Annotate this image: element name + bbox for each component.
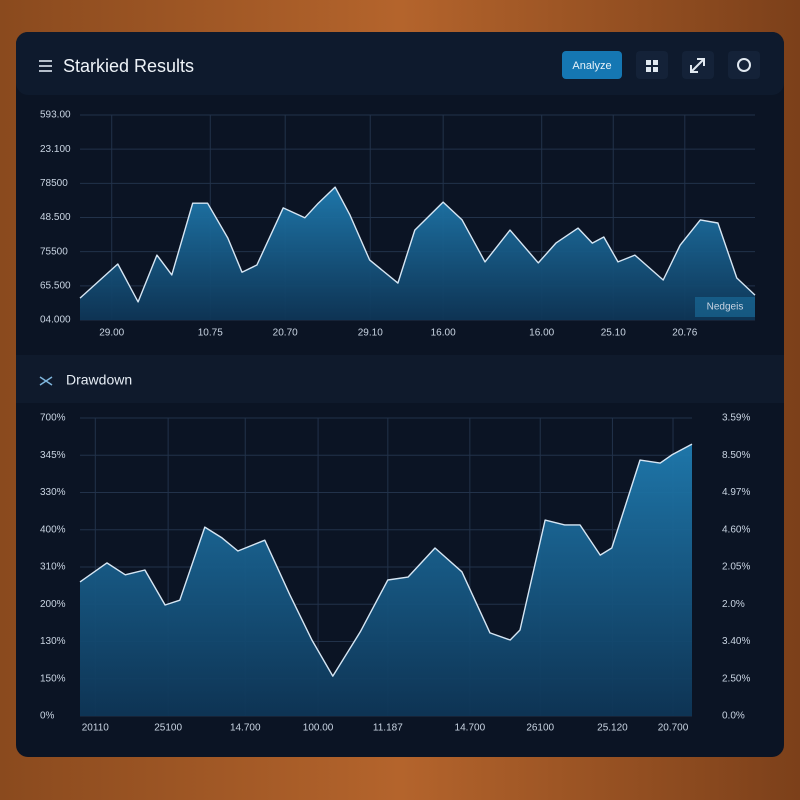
y-tick-label: 75500 [40,246,68,257]
legend-label: Nedgeis [707,302,744,313]
area-line [79,186,756,303]
x-tick-label: 25.10 [601,328,626,339]
y2-tick-label: 2.50% [722,673,750,684]
area-line [79,443,693,677]
y-tick-label: 130% [40,636,66,647]
camera-icon [737,58,751,72]
camera-button[interactable] [728,51,760,79]
x-tick-label: 25.120 [597,723,628,734]
analyze-button-label[interactable]: Analyze [572,60,611,72]
x-tick-label: 14.700 [455,723,486,734]
analyze-button[interactable] [562,51,622,79]
legend-swatch [695,297,755,317]
y2-tick-label: 4.60% [722,524,750,535]
drawdown-icon [39,376,53,386]
y-tick-label: 200% [40,599,66,610]
x-tick-label: 11.187 [373,723,403,734]
y2-tick-label: 4.97% [722,487,750,498]
header-title: Starkied Results [63,56,194,76]
x-tick-label: 20.76 [672,328,697,339]
y-tick-label: 23.100 [40,144,71,155]
y-tick-label: 0% [40,711,55,722]
area-fill [80,444,692,716]
y-tick-label: 400% [40,524,66,535]
y-tick-label: 65.500 [40,280,71,291]
y-tick-label: 345% [40,450,66,461]
grid-button[interactable] [636,51,668,79]
x-tick-label: 26100 [526,723,554,734]
y-tick-label: 310% [40,562,66,573]
y-tick-label: 150% [40,673,66,684]
y-tick-label: 593.00 [40,110,71,121]
y2-tick-label: 0.0% [722,711,745,722]
menu-icon[interactable] [39,60,52,72]
x-tick-label: 16.00 [431,328,456,339]
x-tick-label: 25100 [154,723,182,734]
area-fill [80,187,755,320]
y-tick-label: 330% [40,487,66,498]
grid-icon [646,60,658,72]
y-tick-label: 78500 [40,178,68,189]
x-tick-label: 20110 [82,723,110,734]
section-title: Drawdown [66,372,132,388]
x-tick-label: 29.00 [99,328,124,339]
expand-icon [690,58,705,73]
y2-tick-label: 2.0% [722,599,745,610]
header-bar [16,32,784,95]
x-tick-label: 29.10 [358,328,383,339]
y-tick-label: 04.000 [40,315,71,326]
x-tick-label: 14.700 [230,723,261,734]
y2-tick-label: 8.50% [722,450,750,461]
y-tick-label: 700% [40,413,66,424]
y2-tick-label: 3.40% [722,636,750,647]
y-tick-label: 48.500 [40,212,71,223]
x-tick-label: 20.700 [658,723,689,734]
x-tick-label: 100.00 [303,723,334,734]
x-tick-label: 16.00 [529,328,554,339]
x-tick-label: 10.75 [198,328,223,339]
drawdown-bar [16,355,784,403]
x-tick-label: 20.70 [273,328,298,339]
y2-tick-label: 3.59% [722,413,750,424]
y2-tick-label: 2.05% [722,562,750,573]
